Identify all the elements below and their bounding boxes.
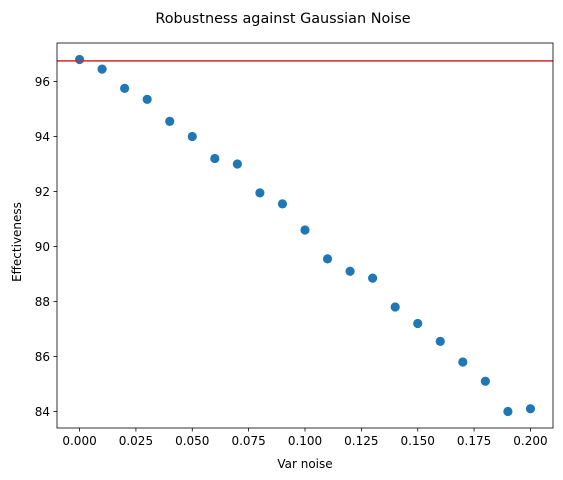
x-tick-label: 0.150 xyxy=(401,434,435,448)
data-point xyxy=(368,273,378,283)
data-point xyxy=(165,116,175,126)
data-point xyxy=(142,94,152,104)
data-point xyxy=(322,254,333,264)
data-point xyxy=(232,159,242,169)
data-point xyxy=(390,302,400,312)
x-tick-label: 0.075 xyxy=(231,434,265,448)
data-point xyxy=(120,83,130,93)
y-tick-label: 96 xyxy=(35,75,50,89)
y-tick-label: 92 xyxy=(35,185,50,199)
data-point xyxy=(300,225,310,235)
y-tick-label: 88 xyxy=(35,295,50,309)
x-tick-label: 0.000 xyxy=(62,434,96,448)
data-point xyxy=(413,318,423,329)
chart-title: Robustness against Gaussian Noise xyxy=(155,11,410,27)
data-point xyxy=(503,406,513,417)
x-tick-label: 0.050 xyxy=(175,434,209,448)
plot-area: 0.000 0.025 0.050 0.075 0.100 0.125 0.150 0.175… xyxy=(35,42,554,448)
plot-frame xyxy=(56,42,554,429)
data-point xyxy=(435,336,445,346)
data-point xyxy=(187,131,197,142)
data-point xyxy=(345,266,355,276)
data-point xyxy=(458,357,468,367)
x-tick-label: 0.125 xyxy=(344,434,378,448)
data-point xyxy=(277,199,288,209)
x-tick-label: 0.200 xyxy=(513,434,547,448)
x-tick-label: 0.175 xyxy=(457,434,491,448)
data-point xyxy=(97,64,107,74)
x-tick-label: 0.100 xyxy=(288,434,322,448)
y-tick-label: 86 xyxy=(35,350,50,364)
y-tick-label: 94 xyxy=(35,130,50,144)
y-tick-label: 90 xyxy=(35,240,50,254)
data-point xyxy=(525,404,536,414)
data-point xyxy=(210,153,220,164)
y-tick-label: 84 xyxy=(35,405,50,419)
y-axis-label: Effectiveness xyxy=(10,202,24,282)
data-point xyxy=(480,376,490,386)
x-axis-label: Var noise xyxy=(277,457,332,471)
x-tick-label: 0.025 xyxy=(119,434,153,448)
data-point xyxy=(255,188,265,198)
data-point xyxy=(74,54,85,65)
